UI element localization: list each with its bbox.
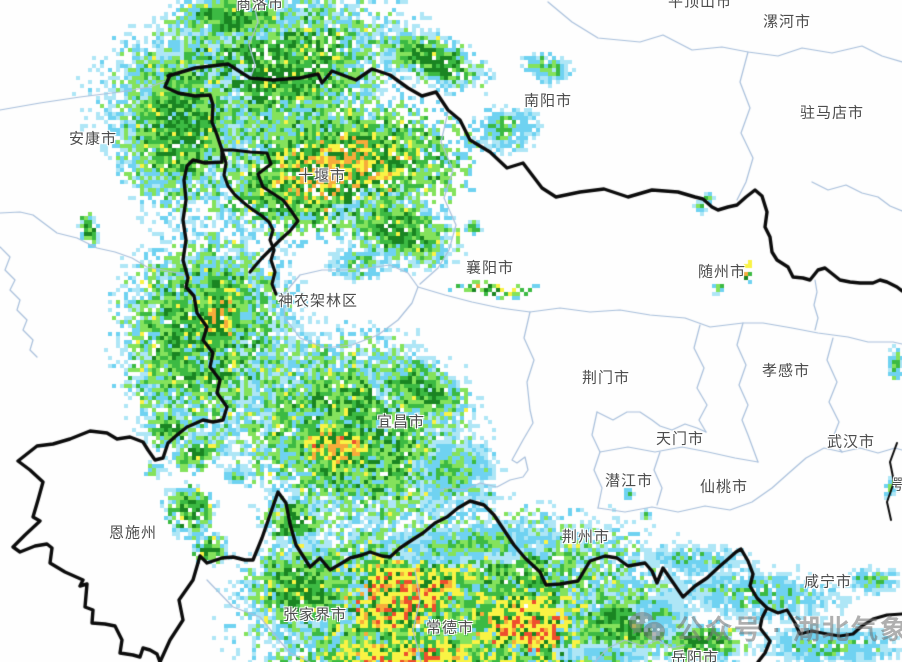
radar-map-canvas — [0, 0, 902, 662]
radar-map: 安康市 商洛市 平顶山市 南阳市 漯河市 驻马店市 十堰市 襄阳市 神农架林区 随州市 荆门市 孝感市… — [0, 0, 902, 662]
